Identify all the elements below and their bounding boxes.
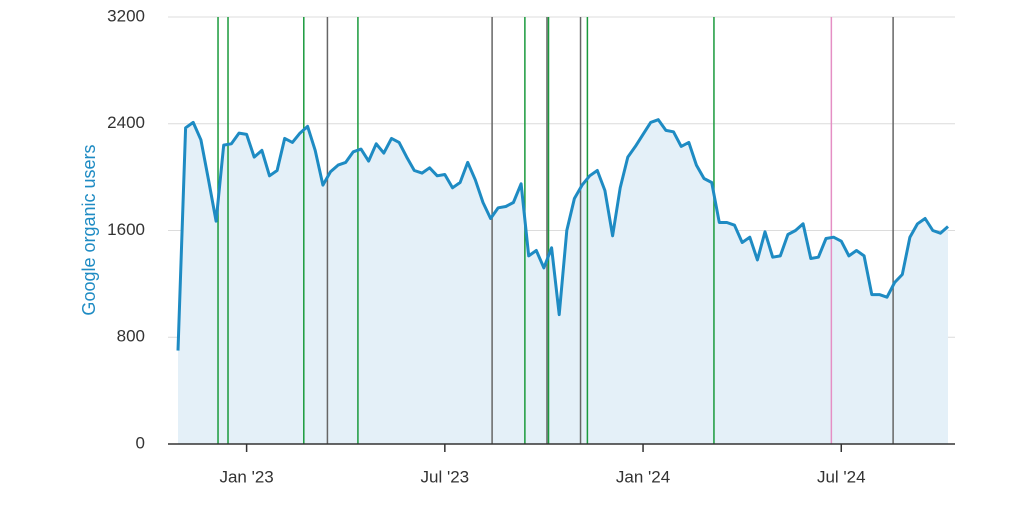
y-tick-label: 2400 — [107, 113, 145, 132]
y-tick-label: 800 — [117, 327, 145, 346]
line — [176, 118, 949, 351]
x-tick-label: Jan '23 — [219, 467, 273, 486]
x-tick-label: Jul '23 — [421, 467, 470, 486]
y-tick-label: 1600 — [107, 220, 145, 239]
y-tick-label: 0 — [136, 433, 145, 452]
x-tick-label: Jul '24 — [817, 467, 866, 486]
x-tick-label: Jan '24 — [616, 467, 670, 486]
y-axis-label: Google organic users — [79, 144, 99, 315]
y-tick-label: 3200 — [107, 6, 145, 25]
